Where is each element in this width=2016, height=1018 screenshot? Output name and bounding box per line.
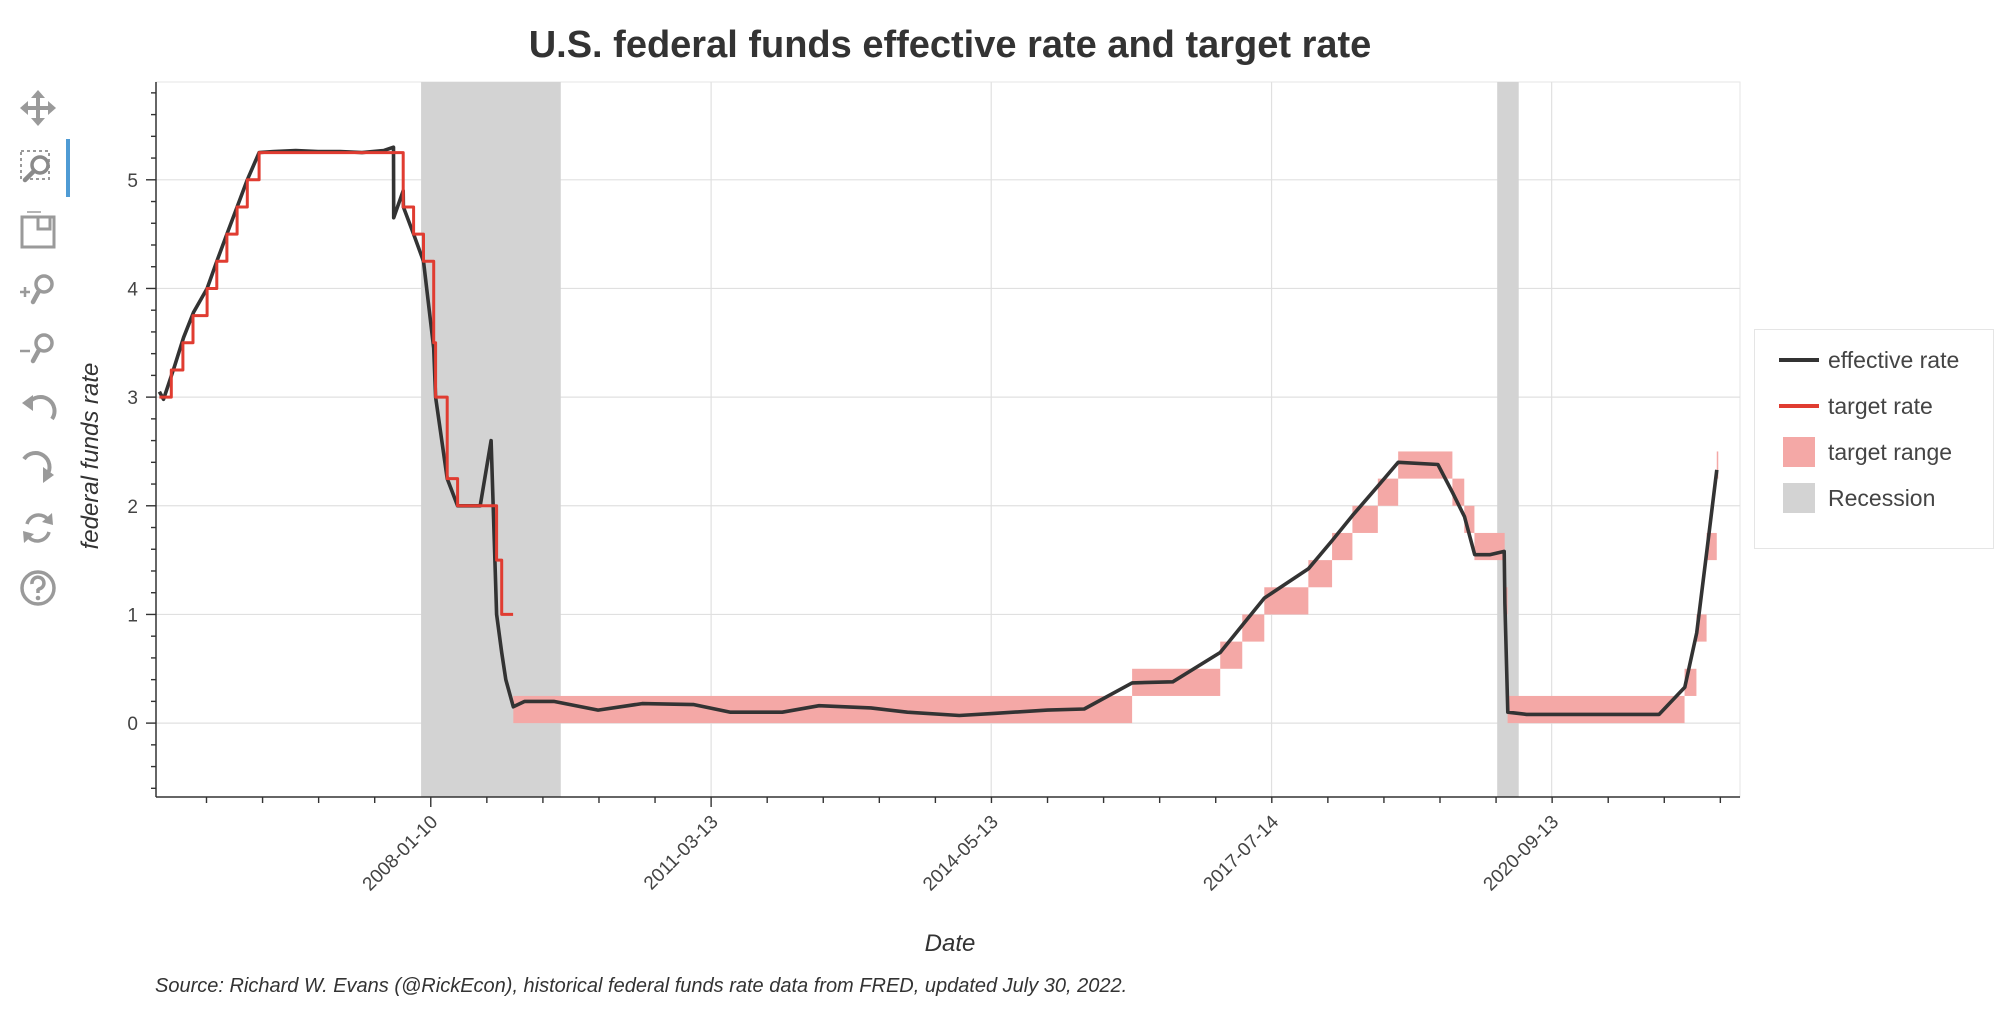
y-tick-label: 1 (127, 605, 138, 626)
legend-label: target range (1828, 438, 1953, 465)
target-rate-swatch (1779, 404, 1819, 408)
target-range-band (1716, 451, 1719, 479)
target-rate-line (159, 151, 514, 616)
help-icon (20, 570, 56, 606)
zoom-out-icon (20, 333, 54, 364)
x-tick-label: 2011-03-13 (640, 812, 723, 895)
pan-tool-button[interactable] (14, 84, 62, 132)
x-tick-label: 2017-07-14 (1200, 811, 1284, 895)
legend-label: Recession (1828, 484, 1936, 511)
zoom-in-icon (20, 274, 54, 305)
chart-title: U.S. federal funds effective rate and ta… (529, 24, 1372, 66)
x-tick-label: 2014-05-13 (919, 812, 1003, 896)
redo-tool-button[interactable] (14, 444, 62, 492)
box-zoom-tool-button[interactable] (14, 144, 62, 192)
effective-rate-line (157, 145, 1719, 718)
reset-icon (23, 513, 53, 543)
save-tool-button[interactable] (14, 206, 62, 254)
undo-tool-button[interactable] (14, 384, 62, 432)
save-icon (20, 211, 56, 249)
target-range-band (1264, 587, 1309, 615)
zoom-out-tool-button[interactable] (14, 324, 62, 372)
y-tick-label: 2 (127, 497, 138, 518)
undo-icon (22, 395, 57, 421)
target-range-band (1507, 695, 1685, 724)
move-arrows-icon (20, 90, 56, 126)
y-tick-label: 3 (127, 388, 138, 409)
plot-area[interactable]: 0 1 2 3 4 5 2008-01-10 2011-03-13 2014-05-13 2017… (127, 81, 1741, 896)
box-zoom-icon (20, 150, 50, 183)
target-range-band (1308, 560, 1333, 588)
effective-rate-swatch (1779, 358, 1819, 362)
target-range-band (1464, 505, 1475, 533)
recession-band (1497, 82, 1519, 797)
target-range-band (1696, 614, 1707, 642)
legend: effective rate target rate target range … (1754, 329, 1994, 549)
redo-icon (22, 451, 54, 483)
target-range-band (1332, 532, 1353, 561)
recession-swatch (1783, 483, 1815, 513)
legend-label: target rate (1828, 392, 1933, 419)
target-range-band (1452, 478, 1465, 506)
active-tool-indicator (66, 139, 70, 197)
x-axis-label: Date (925, 930, 976, 957)
zoom-in-tool-button[interactable] (14, 265, 62, 313)
legend-item-target-range[interactable]: target range (1779, 432, 1952, 472)
target-range-band (1377, 478, 1399, 506)
reset-tool-button[interactable] (14, 504, 62, 552)
target-range-band (1684, 668, 1697, 696)
legend-item-effective-rate[interactable]: effective rate (1779, 340, 1959, 380)
y-tick-label: 0 (127, 714, 138, 735)
target-range-swatch (1783, 437, 1815, 467)
plot-frame (155, 81, 1741, 798)
help-tool-button[interactable] (14, 564, 62, 612)
legend-item-target-rate[interactable]: target rate (1779, 386, 1933, 426)
x-tick-label: 2008-01-10 (359, 812, 443, 896)
source-note: Source: Richard W. Evans (@RickEcon), hi… (155, 975, 1128, 997)
target-range-band (1706, 532, 1717, 561)
y-tick-label: 4 (127, 279, 138, 300)
x-tick-label: 2020-09-13 (1480, 812, 1564, 896)
y-tick-label: 5 (127, 171, 138, 192)
legend-label: effective rate (1828, 346, 1960, 373)
y-axis-label: federal funds rate (77, 363, 104, 550)
legend-item-recession[interactable]: Recession (1779, 478, 1935, 518)
